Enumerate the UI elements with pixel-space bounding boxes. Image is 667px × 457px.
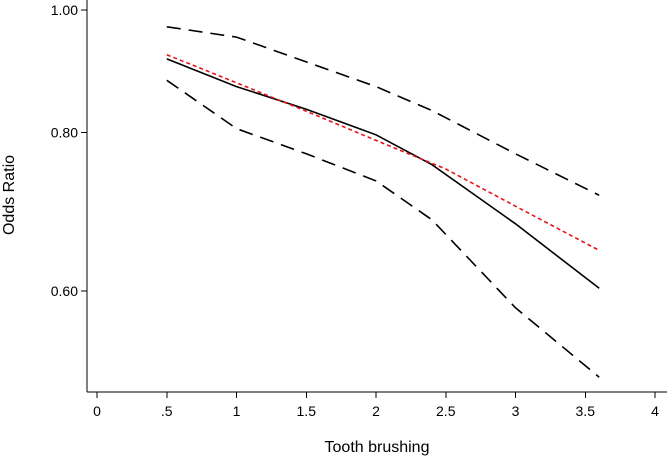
x-tick-label: 3 (512, 403, 520, 419)
x-tick-label: 1.5 (297, 403, 317, 419)
series-line-reference (166, 53, 600, 252)
y-tick-label: 0.80 (51, 125, 78, 141)
x-tick-label: 4 (651, 403, 659, 419)
series-line-upper-ci (166, 26, 600, 197)
series-line-lower-ci (166, 79, 600, 378)
x-tick-label: 2.5 (436, 403, 456, 419)
x-tick-label: 2 (372, 403, 380, 419)
x-tick-label: 3.5 (576, 403, 596, 419)
x-tick-label: 0 (93, 403, 101, 419)
y-tick-label: 1.00 (51, 2, 78, 18)
series-line-estimate (166, 58, 600, 289)
y-axis-title: Odds Ratio (1, 155, 18, 235)
x-tick-label: 1 (233, 403, 241, 419)
series-layer (166, 26, 600, 378)
y-tick-label: 0.60 (51, 283, 78, 299)
tick-layer: 0 .5 1 1.5 2 2.5 3 3.5 4 1.00 0.80 0.60 (51, 2, 659, 419)
x-axis-title: Tooth brushing (325, 439, 430, 456)
x-tick-label: .5 (161, 403, 173, 419)
